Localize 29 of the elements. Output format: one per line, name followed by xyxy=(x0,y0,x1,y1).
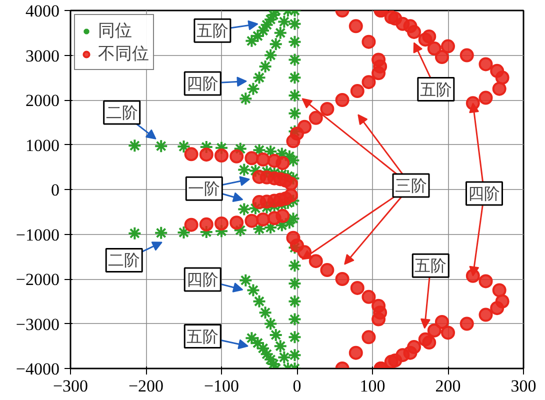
y-tick-label: −3000 xyxy=(16,314,60,334)
x-tick-label: 200 xyxy=(435,376,461,396)
annotation: 五阶 xyxy=(420,80,452,99)
y-tick-label: −1000 xyxy=(16,225,60,244)
annotation: 四阶 xyxy=(186,270,219,289)
annotation: 五阶 xyxy=(414,256,447,276)
y-tick-label: 3000 xyxy=(26,46,60,66)
x-tick-label: 300 xyxy=(510,376,536,396)
annotation: 三阶 xyxy=(395,176,428,195)
x-tick-label: 0 xyxy=(292,376,302,396)
annotation: 五阶 xyxy=(186,326,219,346)
annotation: 二阶 xyxy=(106,103,138,122)
annotation: 二阶 xyxy=(108,250,140,270)
legend-label: 不同位 xyxy=(98,43,149,65)
y-tick-label: 1000 xyxy=(26,136,60,155)
x-tick-label: −200 xyxy=(128,376,164,396)
y-tick-label: 4000 xyxy=(26,2,60,20)
y-tick-label: 2000 xyxy=(26,91,60,110)
annotation: 一阶 xyxy=(188,179,220,198)
annotation: 四阶 xyxy=(468,184,500,204)
legend-label: 同位 xyxy=(98,20,132,42)
annotation: 四阶 xyxy=(186,74,219,93)
y-tick-label: −2000 xyxy=(16,270,60,289)
x-tick-label: −100 xyxy=(204,376,240,396)
y-tick-label: −4000 xyxy=(16,360,60,378)
y-tick-label: 0 xyxy=(51,180,60,200)
annotation: 五阶 xyxy=(196,21,228,40)
x-tick-label: −300 xyxy=(52,376,88,396)
x-tick-label: 100 xyxy=(360,376,386,396)
